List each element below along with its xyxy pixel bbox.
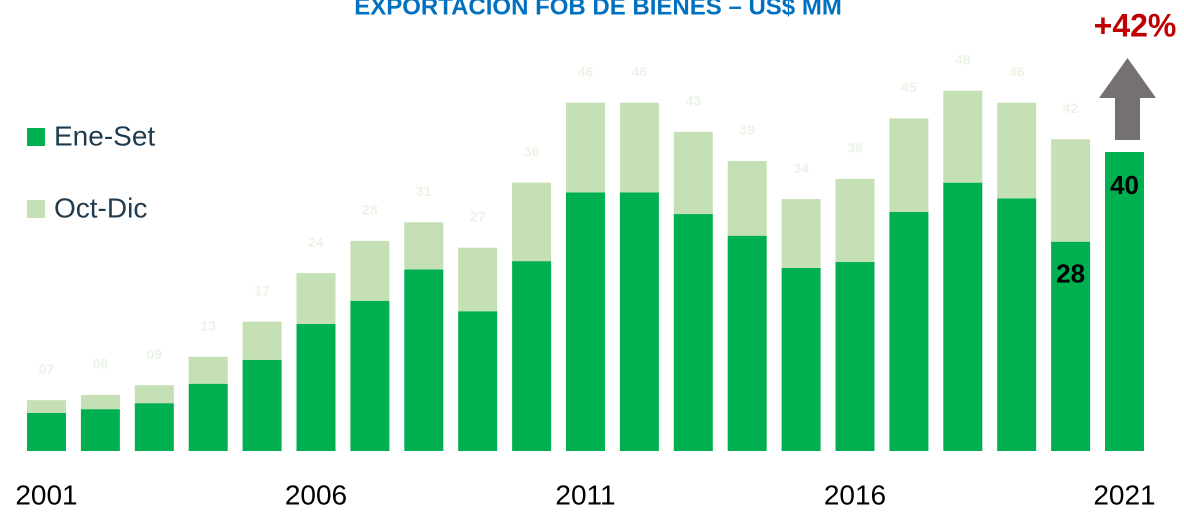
bar-segment: [1051, 139, 1091, 242]
total-label: 27: [470, 208, 486, 224]
bar-segment: [512, 182, 552, 262]
bar-segment: [242, 359, 282, 451]
bar-segment: [134, 403, 174, 451]
bar-segment: [27, 412, 66, 451]
bar-segment: [458, 247, 498, 312]
bar-segment: [296, 273, 336, 324]
bar-segment: [1051, 241, 1091, 451]
total-label: 34: [793, 160, 809, 176]
bar-segment: [673, 131, 713, 215]
x-tick-label: 2001: [15, 479, 77, 510]
bar-segment: [673, 214, 713, 451]
total-label: 24: [308, 234, 324, 250]
bar-segment: [566, 102, 605, 193]
bar-segment: [781, 199, 821, 268]
bar-segment: [889, 118, 929, 212]
legend-label: Ene-Set: [54, 120, 155, 151]
bar-segment: [296, 323, 336, 451]
bar-segment: [566, 192, 605, 452]
total-label: 45: [901, 79, 917, 95]
legend-swatch: [27, 200, 45, 218]
up-arrow: [1099, 58, 1156, 140]
bar-segment: [1105, 152, 1144, 451]
data-label: 28: [1056, 259, 1085, 289]
annotation: +42%: [1094, 7, 1177, 43]
bar-segment: [188, 356, 228, 384]
bar-segment: [997, 102, 1037, 199]
bar-segment: [727, 160, 767, 236]
total-label: 46: [1009, 63, 1025, 79]
bar-segment: [727, 235, 767, 451]
bar-segment: [350, 300, 390, 451]
total-label: 31: [416, 183, 432, 199]
bar-segment: [619, 102, 659, 193]
total-label: 28: [362, 202, 378, 218]
bar-segment: [997, 198, 1037, 451]
bar-segment: [134, 385, 174, 404]
bar-segment: [242, 321, 282, 360]
bar-segment: [835, 178, 875, 262]
bar-segment: [619, 192, 659, 452]
total-label: 17: [254, 282, 270, 298]
bar-segment: [458, 311, 498, 451]
bar-segment: [27, 400, 66, 413]
bar-segment: [80, 409, 120, 451]
bar-segment: [781, 267, 821, 451]
total-label: 46: [632, 63, 648, 79]
bar-segment: [943, 90, 983, 183]
x-tick-label: 2011: [555, 479, 615, 510]
bar-segment: [350, 240, 390, 301]
total-label: 07: [39, 361, 55, 377]
bar-segment: [404, 222, 444, 270]
total-label: 46: [578, 63, 594, 79]
bar-segment: [80, 394, 120, 410]
bar-segment: [404, 269, 444, 451]
chart-title: EXPORTACIÓN FOB DE BIENES – US$ MM: [354, 0, 842, 20]
data-label: 40: [1110, 170, 1139, 200]
total-label: 48: [955, 51, 971, 67]
total-label: 36: [524, 143, 540, 159]
bar-segment: [512, 261, 552, 451]
x-tick-label: 2006: [285, 479, 347, 510]
bar-segment: [889, 211, 929, 451]
bar-segment: [188, 383, 228, 451]
total-label: 43: [686, 93, 702, 109]
total-label: 39: [739, 122, 755, 138]
bar-segment: [835, 261, 875, 451]
bar-segment: [943, 182, 983, 451]
total-label: 13: [200, 318, 216, 334]
total-label: 42: [1063, 100, 1079, 116]
total-label: 08: [93, 356, 109, 372]
x-tick-label: 2016: [824, 479, 886, 510]
x-tick-label: 2021: [1093, 479, 1155, 510]
legend-label: Oct-Dic: [54, 192, 147, 223]
legend-swatch: [27, 128, 45, 146]
total-label: 09: [147, 346, 163, 362]
total-label: 36: [847, 140, 863, 156]
